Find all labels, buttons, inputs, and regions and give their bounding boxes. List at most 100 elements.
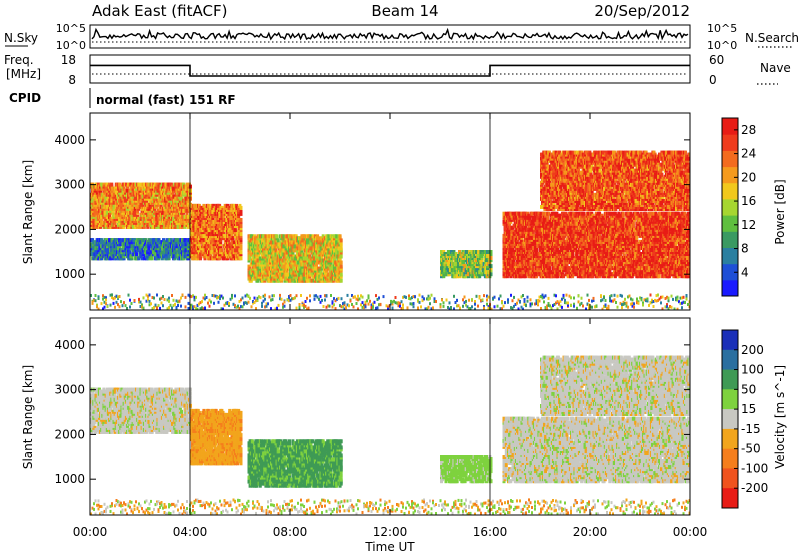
data-cell — [147, 238, 151, 243]
data-cell — [90, 252, 93, 257]
data-cell — [280, 278, 284, 283]
data-cell — [112, 200, 116, 205]
data-cell — [128, 250, 132, 255]
station-title: Adak East (fitACF) — [92, 2, 227, 20]
data-cell — [135, 200, 138, 205]
data-cell — [172, 240, 176, 245]
data-cell — [150, 256, 154, 261]
data-cell — [176, 252, 180, 257]
data-cell — [339, 242, 343, 247]
data-cell — [151, 224, 155, 229]
data-cell — [184, 238, 188, 243]
data-cell — [149, 186, 153, 191]
data-cell — [160, 250, 164, 255]
data-cell — [182, 252, 186, 257]
data-cell — [197, 240, 201, 245]
data-cell — [265, 250, 269, 255]
power-heatmap — [90, 150, 690, 310]
data-cell — [328, 264, 332, 269]
data-cell — [264, 234, 268, 239]
data-cell — [339, 254, 343, 259]
data-cell — [228, 242, 232, 247]
data-cell — [203, 211, 207, 216]
data-cell — [165, 238, 169, 243]
data-cell — [149, 238, 153, 243]
freq-tick-top: 18 — [61, 53, 76, 67]
data-cell — [122, 254, 126, 259]
data-cell — [507, 229, 510, 234]
data-cell — [489, 264, 493, 269]
data-cell — [239, 209, 243, 214]
data-cell — [195, 252, 199, 257]
data-cell — [230, 240, 234, 245]
data-cell — [114, 254, 118, 259]
nsky-trace-line — [91, 27, 689, 41]
data-cell — [489, 250, 493, 254]
data-cell — [180, 240, 183, 245]
data-cell — [220, 226, 224, 231]
data-cell — [236, 222, 240, 226]
data-cell — [219, 240, 223, 245]
data-cell — [235, 214, 238, 218]
data-cell — [307, 250, 311, 255]
data-cell — [141, 252, 145, 257]
data-cell — [331, 278, 335, 283]
data-cell — [167, 254, 171, 259]
data-cell — [239, 252, 243, 257]
data-cell — [530, 211, 534, 216]
data-cell — [522, 244, 526, 248]
data-cell — [137, 182, 141, 187]
data-cell — [531, 246, 535, 250]
data-cell — [100, 254, 104, 259]
data-cell — [511, 248, 515, 252]
data-cell — [169, 252, 173, 257]
data-cell — [218, 252, 222, 257]
data-cell — [118, 238, 122, 243]
data-cell — [276, 238, 280, 243]
data-cell — [283, 266, 287, 271]
freq-panel — [89, 54, 691, 84]
data-cell — [258, 244, 262, 249]
data-cell — [339, 238, 343, 243]
data-cell — [114, 224, 118, 229]
data-cell — [133, 210, 137, 215]
data-cell — [531, 229, 535, 234]
data-cell — [489, 272, 493, 277]
data-cell — [209, 224, 213, 228]
data-cell — [99, 186, 102, 191]
data-cell — [485, 258, 488, 263]
freq-tick-bottom: 8 — [68, 73, 76, 87]
data-cell — [483, 250, 487, 254]
data-cell — [176, 238, 180, 243]
data-cell — [261, 260, 264, 265]
data-cell — [529, 258, 533, 263]
data-cell — [230, 232, 234, 237]
data-cell — [256, 250, 260, 255]
data-cell — [189, 188, 192, 193]
data-cell — [112, 240, 116, 245]
data-cell — [182, 240, 186, 245]
data-cell — [140, 238, 144, 243]
data-cell — [118, 198, 122, 203]
data-cell — [191, 252, 195, 257]
data-cell — [218, 254, 222, 259]
data-cell — [130, 254, 134, 259]
data-cell — [213, 252, 217, 257]
data-cell — [319, 248, 323, 253]
data-cell — [516, 241, 519, 246]
data-cell — [115, 200, 119, 205]
data-cell — [120, 238, 124, 243]
data-cell — [150, 214, 154, 219]
nsearch-label: N.Search — [745, 31, 799, 45]
data-cell — [101, 250, 105, 255]
data-cell — [450, 258, 454, 263]
data-cell — [307, 278, 311, 283]
data-cell — [469, 258, 473, 263]
data-cell — [532, 233, 536, 238]
nave-label: Nave — [760, 61, 791, 75]
data-cell — [163, 240, 167, 245]
data-cell — [339, 246, 343, 251]
data-cell — [157, 238, 161, 243]
data-cell — [139, 182, 143, 187]
